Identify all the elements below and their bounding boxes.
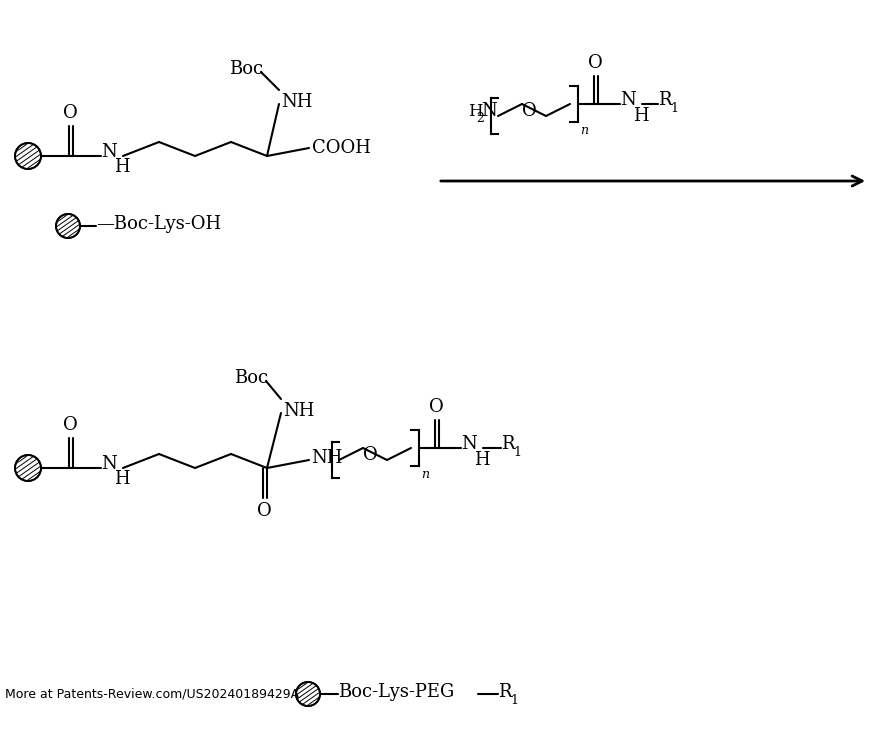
Text: N: N: [101, 455, 117, 473]
Text: O: O: [62, 416, 77, 434]
Text: —Boc-Lys-OH: —Boc-Lys-OH: [96, 215, 221, 233]
Text: N: N: [101, 143, 117, 161]
Circle shape: [296, 682, 320, 706]
Text: R: R: [501, 435, 515, 453]
Text: O: O: [588, 54, 603, 72]
Text: 1: 1: [510, 693, 518, 707]
Text: n: n: [421, 468, 429, 481]
Text: 1: 1: [513, 445, 521, 459]
Text: 2: 2: [476, 113, 484, 126]
Text: O: O: [257, 502, 271, 520]
Text: Boc-Lys-PEG: Boc-Lys-PEG: [338, 683, 454, 701]
Text: Boc: Boc: [234, 369, 268, 387]
Text: H: H: [468, 102, 482, 119]
Text: NH: NH: [281, 93, 312, 111]
Text: H: H: [633, 107, 649, 125]
Text: COOH: COOH: [312, 139, 370, 157]
Text: Boc: Boc: [229, 60, 263, 78]
Text: 1: 1: [670, 102, 678, 115]
Text: H: H: [114, 470, 129, 488]
Text: NH: NH: [283, 402, 314, 420]
Circle shape: [15, 143, 41, 169]
Circle shape: [15, 455, 41, 481]
Text: More at Patents-Review.com/US20240189429A: More at Patents-Review.com/US20240189429…: [5, 687, 299, 701]
Text: R: R: [658, 91, 671, 109]
Text: O: O: [522, 102, 537, 120]
Text: N: N: [620, 91, 635, 109]
Text: H: H: [474, 451, 489, 469]
Text: NH: NH: [311, 449, 342, 467]
Text: N: N: [461, 435, 477, 453]
Text: O: O: [363, 446, 378, 464]
Text: O: O: [429, 398, 444, 416]
Text: H: H: [114, 158, 129, 176]
Circle shape: [56, 214, 80, 238]
Text: n: n: [580, 124, 588, 137]
Text: N: N: [481, 102, 496, 120]
Text: R: R: [498, 683, 511, 701]
Text: O: O: [62, 104, 77, 122]
